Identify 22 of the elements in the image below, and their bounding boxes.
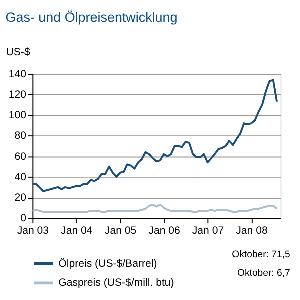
- chart-title: Gas- und Ölpreisentwicklung: [6, 10, 178, 26]
- y-tick-label: 20: [14, 192, 27, 204]
- y-tick-label: 120: [8, 89, 27, 102]
- text: Oktober: 6,7: [237, 268, 290, 279]
- y-tick-label: 0: [20, 212, 27, 225]
- x-tick-label: Jan 08: [236, 225, 268, 238]
- x-tick-label: Jan 03: [17, 225, 50, 238]
- y-tick-label: 60: [14, 150, 27, 163]
- x-tick-label: Jan 07: [192, 225, 224, 238]
- line-series: [32, 204, 278, 214]
- y-tick-label: 80: [14, 130, 27, 142]
- y-tick-label: 140: [8, 68, 27, 80]
- legend-label: Gaspreis (US-$/mill. btu): [58, 277, 174, 290]
- text: Oktober: 71,5: [232, 250, 290, 261]
- legend-label: Ölpreis (US-$/Barrel): [58, 258, 158, 270]
- line-series: [32, 79, 278, 192]
- x-tick-label: Jan 06: [148, 225, 180, 238]
- y-tick-label: 100: [8, 110, 27, 122]
- y-tick-label: 40: [14, 171, 27, 184]
- y-axis-title: US-$: [6, 46, 30, 58]
- x-tick-label: Jan 04: [61, 225, 93, 238]
- x-tick-label: Jan 05: [104, 225, 137, 238]
